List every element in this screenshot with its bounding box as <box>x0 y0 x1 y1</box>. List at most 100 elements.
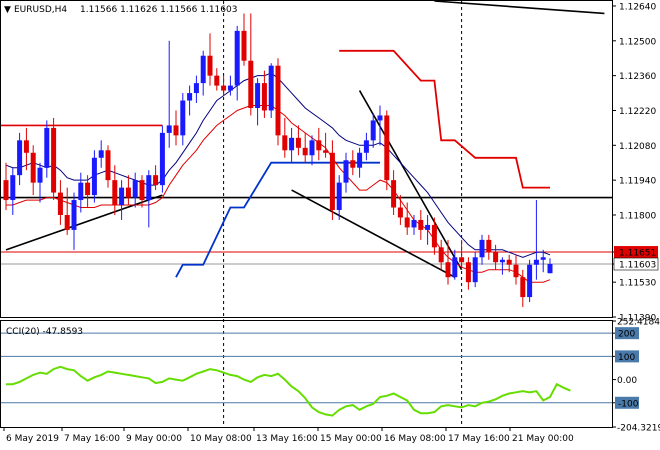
cci-level-label-box-200 <box>615 327 639 340</box>
candle-body-22 <box>153 175 159 186</box>
candle-body-2 <box>17 140 23 176</box>
candle-body-55 <box>377 115 383 121</box>
candle-body-23 <box>159 132 165 186</box>
candle-body-73 <box>499 259 505 263</box>
candle-body-9 <box>64 214 70 230</box>
candle-body-56 <box>384 115 390 181</box>
trendline-falling-support <box>291 189 456 278</box>
candle-body-32 <box>221 85 227 91</box>
time-label-0: 6 May 2019 <box>6 434 59 444</box>
candle-body-47 <box>323 150 329 153</box>
price-tick-label-1.11940: 1.11940 <box>619 177 656 187</box>
price-series <box>1 0 612 427</box>
cci-series <box>1 332 612 417</box>
candle-body-10 <box>71 200 77 230</box>
candle-body-51 <box>350 160 356 168</box>
axes: 1.12640 1.12500 1.12360 1.12220 1.12080 1.119… <box>3 2 660 444</box>
candle-body-25 <box>173 125 179 136</box>
candle-body-54 <box>370 120 376 141</box>
candle-body-37 <box>255 83 261 108</box>
cci-level-label--100: -100 <box>618 399 639 409</box>
candle-body-18 <box>125 187 131 198</box>
candle-body-71 <box>486 239 492 253</box>
candle-body-5 <box>37 167 43 183</box>
last-price-label-box <box>613 257 659 271</box>
candle-body-36 <box>248 60 254 108</box>
candle-body-50 <box>343 160 349 183</box>
candle-body-29 <box>200 55 206 84</box>
candle-body-41 <box>282 135 288 151</box>
candle-body-1 <box>10 175 16 201</box>
time-label-8: 21 May 00:00 <box>512 434 574 444</box>
candle-body-13 <box>91 157 97 196</box>
candle-body-39 <box>268 65 274 111</box>
price-tick-label-1.11800: 1.11800 <box>619 211 656 221</box>
cci-line <box>6 365 571 417</box>
candle-body-60 <box>411 219 417 228</box>
candle-body-70 <box>479 239 485 258</box>
candle-body-3 <box>23 140 29 153</box>
candle-body-68 <box>465 262 471 283</box>
candle-body-67 <box>459 257 465 263</box>
candle-body-64 <box>438 247 444 263</box>
time-label-4: 13 May 16:00 <box>256 434 318 444</box>
candle-body-8 <box>57 192 63 215</box>
candle-body-62 <box>425 224 431 230</box>
candle-body-27 <box>187 93 193 101</box>
candle-body-78 <box>533 259 539 265</box>
candle-body-45 <box>309 140 315 156</box>
cci-level-label-box-100 <box>615 350 639 363</box>
chart-ohlc: 1.11566 1.11626 1.11566 1.11603 <box>80 5 237 15</box>
candle-body-66 <box>452 257 458 278</box>
candle-body-24 <box>166 125 172 133</box>
cci-level-label-100: 100 <box>618 353 635 363</box>
candle-body-69 <box>472 257 478 283</box>
time-label-5: 15 May 00:00 <box>320 434 382 444</box>
cci-level-label-200: 200 <box>618 330 635 340</box>
trendline-top-trend <box>434 0 605 15</box>
price-tick-label-1.12360: 1.12360 <box>619 72 656 82</box>
candle-body-77 <box>527 264 533 298</box>
candle-body-74 <box>506 259 512 265</box>
candle-body-80 <box>547 264 553 274</box>
candle-body-42 <box>289 137 295 151</box>
price-tick-label-1.12500: 1.12500 <box>619 37 656 47</box>
candle-body-26 <box>180 100 186 136</box>
candle-body-52 <box>357 152 363 168</box>
cci-tick-label-252.4184: 252.4184 <box>617 318 660 328</box>
candle-body-65 <box>445 262 451 278</box>
time-label-6: 16 May 08:00 <box>384 434 446 444</box>
lower-step-line <box>175 161 380 278</box>
candle-body-21 <box>146 175 152 201</box>
bid-price-label-box <box>614 246 658 259</box>
candle-body-6 <box>44 127 50 168</box>
candle-body-46 <box>316 140 322 151</box>
bid-price-label: 1.11651 <box>619 249 656 259</box>
price-tick-label-1.12640: 1.12640 <box>619 2 656 12</box>
candle-body-14 <box>98 150 104 158</box>
candle-body-0 <box>3 180 9 201</box>
chart-header-arrow-icon[interactable]: ▼ <box>4 5 11 15</box>
candle-body-28 <box>193 83 199 94</box>
cci-tick-label-0.00: 0.00 <box>617 376 637 386</box>
candle-body-4 <box>30 152 36 183</box>
last-price-label: 1.11603 <box>619 261 656 271</box>
cci-level-label-box--100 <box>615 396 639 409</box>
candle-body-43 <box>295 137 301 148</box>
chart-symbol: EURUSD,H4 <box>14 5 67 15</box>
time-label-3: 10 May 08:00 <box>190 434 252 444</box>
candle-body-7 <box>51 127 57 193</box>
price-tick-label-1.11530: 1.11530 <box>619 279 656 289</box>
cci-label: CCI(20) -47.8593 <box>6 327 83 337</box>
candle-body-20 <box>139 180 145 201</box>
candle-body-63 <box>431 224 437 248</box>
price-tick-label-1.12080: 1.12080 <box>619 142 656 152</box>
candle-body-19 <box>132 180 138 198</box>
upper-step-line <box>339 49 550 189</box>
candle-body-48 <box>329 152 335 211</box>
time-label-1: 7 May 16:00 <box>64 434 120 444</box>
price-tick-label-1.12220: 1.12220 <box>619 107 656 117</box>
candle-body-59 <box>404 217 410 228</box>
candle-body-58 <box>397 207 403 218</box>
